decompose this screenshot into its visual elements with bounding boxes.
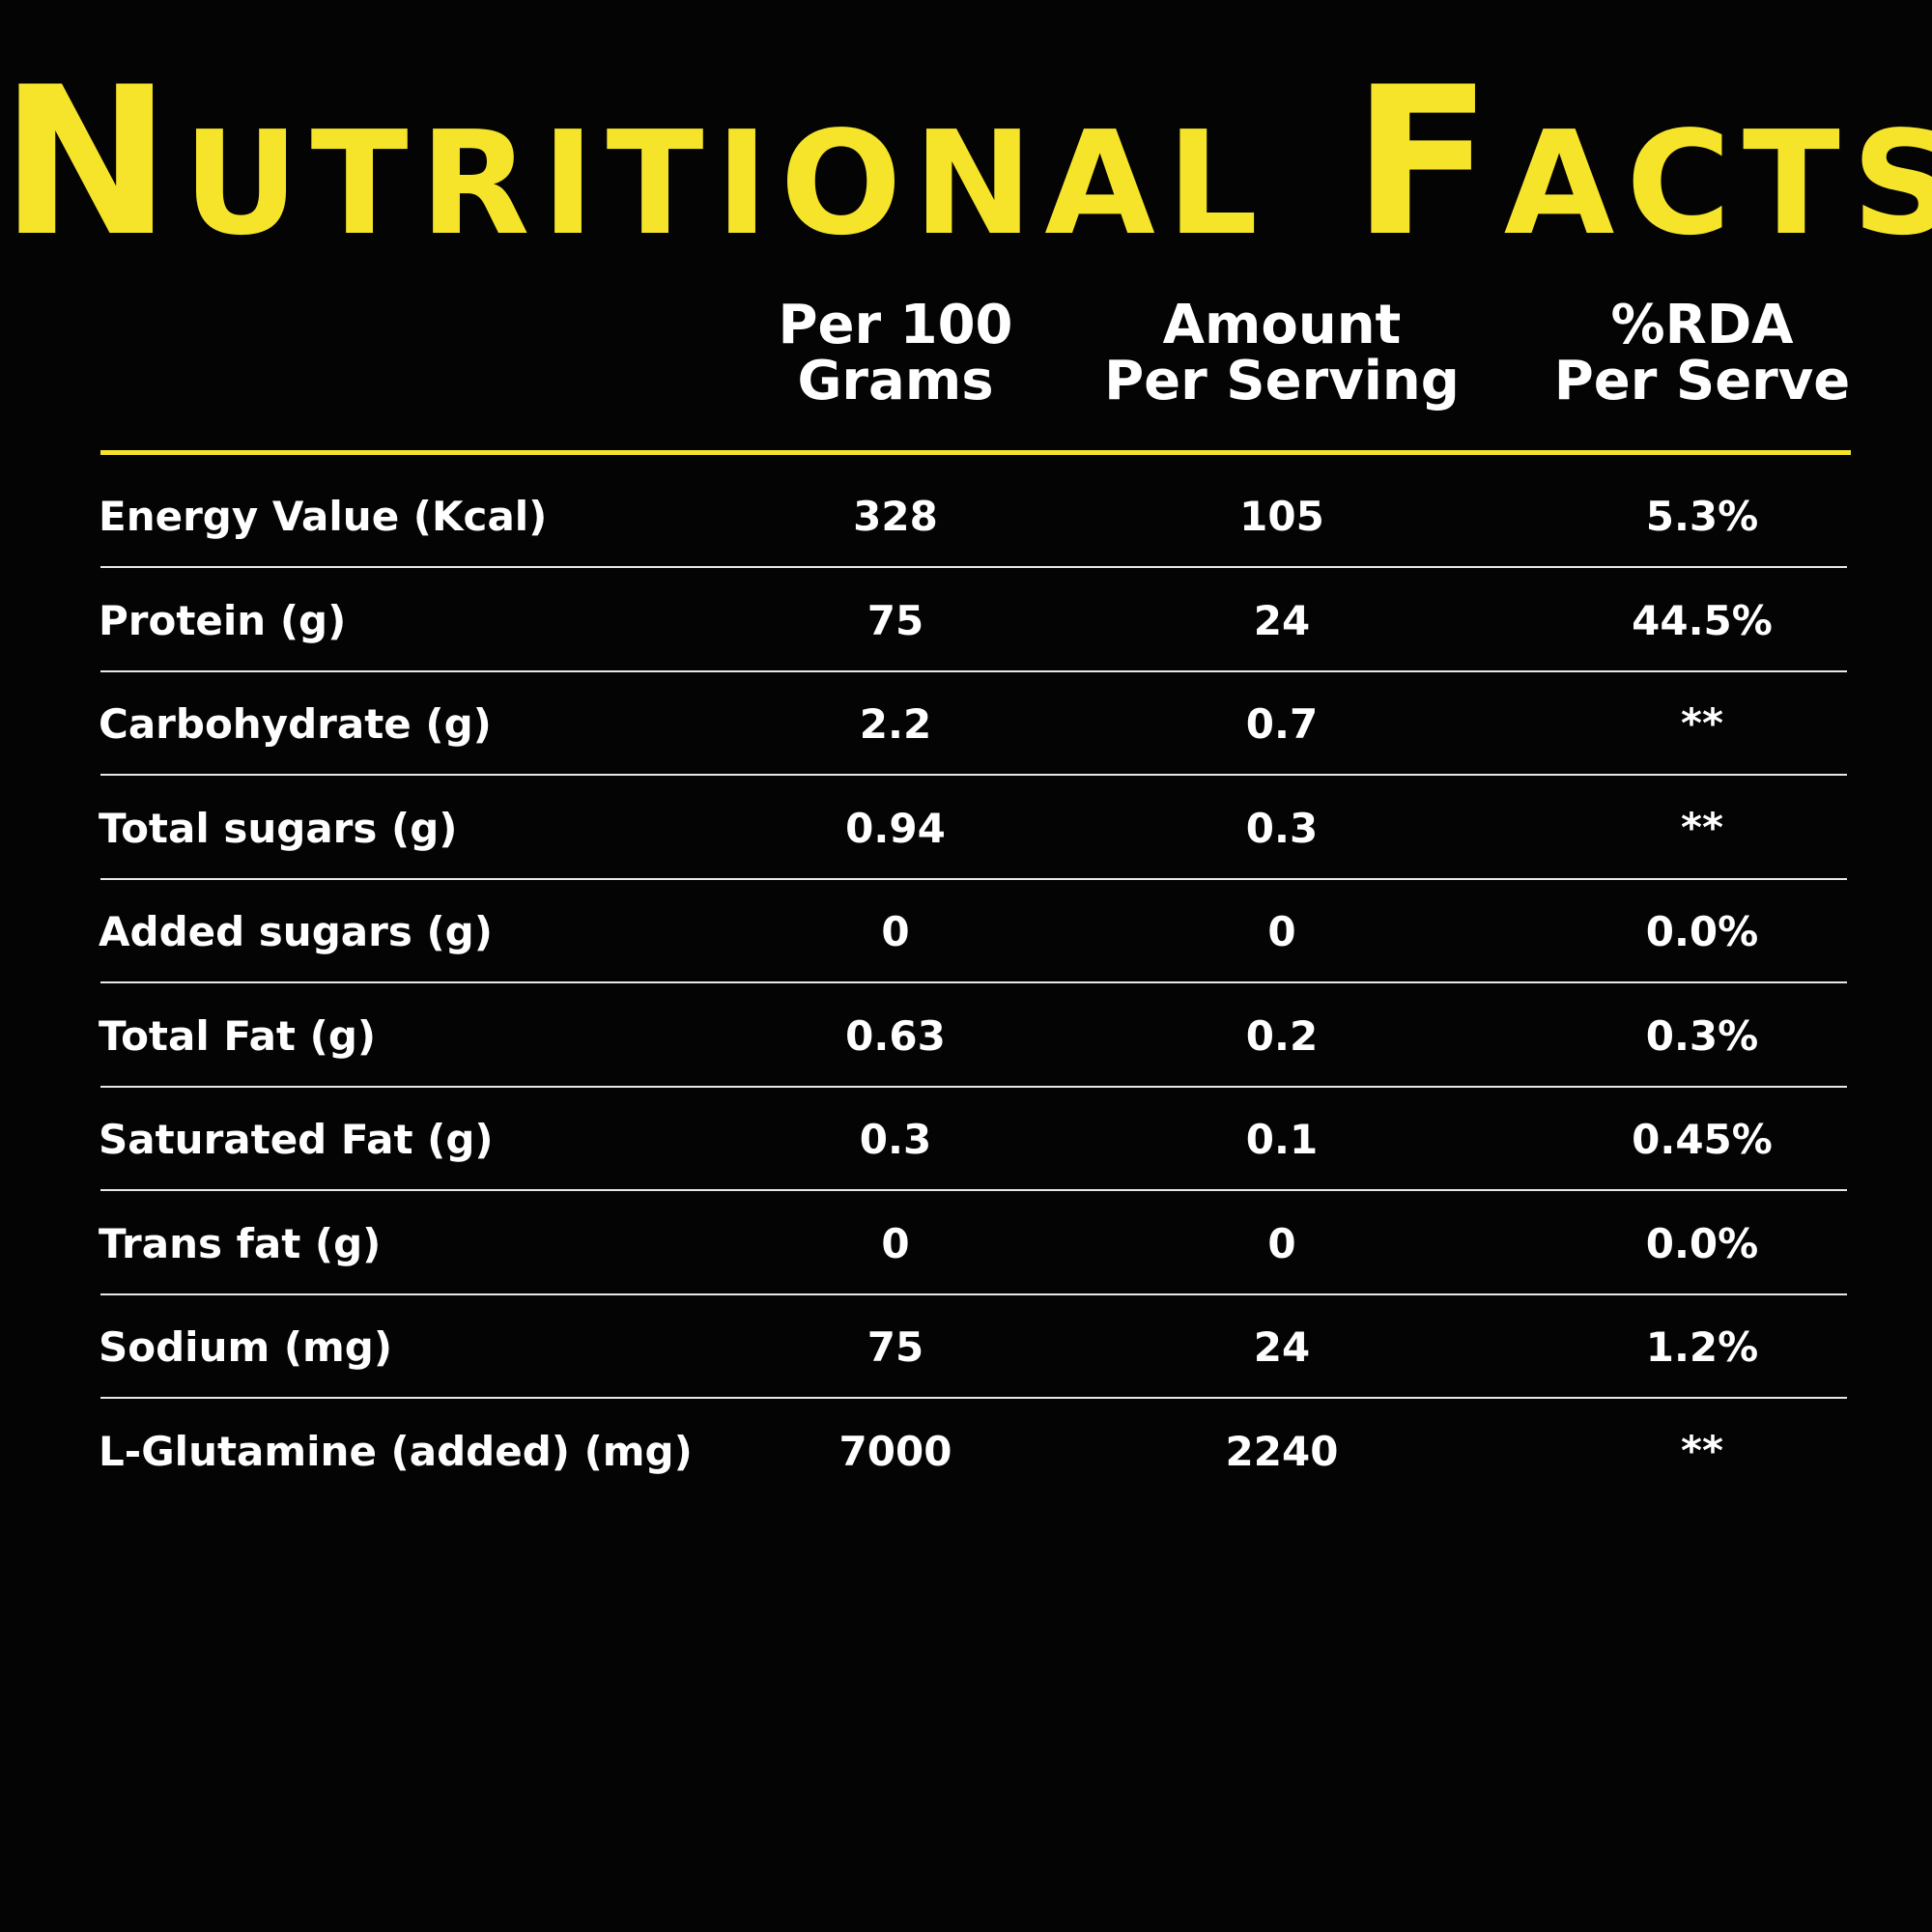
nutrient-label: Carbohydrate (g) xyxy=(99,700,492,748)
table-row: Saturated Fat (g) 0.3 0.1 0.45% xyxy=(0,1088,1932,1191)
column-header-line: %RDA xyxy=(1610,294,1794,356)
column-header-line: Amount xyxy=(1162,294,1402,356)
table-row: L-Glutamine (added) (mg) 7000 2240 ** xyxy=(0,1400,1932,1503)
table-row: Carbohydrate (g) 2.2 0.7 ** xyxy=(0,672,1932,776)
nutrient-label: L-Glutamine (added) (mg) xyxy=(99,1428,693,1475)
table-row: Trans fat (g) 0 0 0.0% xyxy=(0,1192,1932,1295)
rda-per-serve-value: ** xyxy=(1681,699,1723,747)
nutrient-label: Saturated Fat (g) xyxy=(99,1116,494,1163)
rda-per-serve-value: 0.0% xyxy=(1645,1220,1759,1267)
row-divider xyxy=(100,670,1847,672)
amount-per-serving-value: 0 xyxy=(1267,908,1296,955)
table-row: Total sugars (g) 0.94 0.3 ** xyxy=(0,777,1932,880)
per-100-grams-value: 328 xyxy=(853,493,938,540)
per-100-grams-value: 0.3 xyxy=(859,1116,932,1163)
rda-per-serve-value: 1.2% xyxy=(1645,1323,1759,1371)
nutrient-label: Total sugars (g) xyxy=(99,805,458,852)
table-row: Energy Value (Kcal) 328 105 5.3% xyxy=(0,465,1932,568)
row-divider xyxy=(100,774,1847,776)
amount-per-serving-value: 0.3 xyxy=(1245,805,1319,852)
per-100-grams-value: 0.63 xyxy=(845,1012,946,1060)
column-header-line: Per Serving xyxy=(1104,350,1460,412)
per-100-grams-value: 0.94 xyxy=(845,805,946,852)
nutrient-label: Energy Value (Kcal) xyxy=(99,493,548,540)
page-title: Nutritional Facts xyxy=(0,43,1932,281)
column-header-amount-per-serving: Amount Per Serving xyxy=(1065,298,1499,410)
rda-per-serve-value: 0.45% xyxy=(1632,1116,1773,1163)
table-row: Total Fat (g) 0.63 0.2 0.3% xyxy=(0,984,1932,1088)
amount-per-serving-value: 24 xyxy=(1253,597,1311,644)
amount-per-serving-value: 2240 xyxy=(1225,1428,1339,1475)
nutrient-label: Sodium (mg) xyxy=(99,1323,393,1371)
amount-per-serving-value: 105 xyxy=(1239,493,1324,540)
row-divider xyxy=(100,1086,1847,1088)
amount-per-serving-value: 0.2 xyxy=(1245,1012,1319,1060)
amount-per-serving-value: 24 xyxy=(1253,1323,1311,1371)
header-divider xyxy=(100,450,1851,455)
nutrient-label: Total Fat (g) xyxy=(99,1012,377,1060)
nutrient-label: Protein (g) xyxy=(99,597,347,644)
rda-per-serve-value: ** xyxy=(1681,1427,1723,1474)
per-100-grams-value: 7000 xyxy=(838,1428,952,1475)
table-row: Protein (g) 75 24 44.5% xyxy=(0,569,1932,672)
amount-per-serving-value: 0.1 xyxy=(1245,1116,1319,1163)
table-row: Added sugars (g) 0 0 0.0% xyxy=(0,880,1932,983)
per-100-grams-value: 75 xyxy=(867,1323,924,1371)
row-divider xyxy=(100,1293,1847,1295)
column-header-rda-per-serve: %RDA Per Serve xyxy=(1499,298,1905,410)
rda-per-serve-value: 0.3% xyxy=(1645,1012,1759,1060)
column-header-per-100-grams: Per 100 Grams xyxy=(726,298,1065,410)
per-100-grams-value: 0 xyxy=(881,1220,910,1267)
row-divider xyxy=(100,981,1847,983)
rda-per-serve-value: 5.3% xyxy=(1645,493,1759,540)
table-row: Sodium (mg) 75 24 1.2% xyxy=(0,1295,1932,1399)
column-header-line: Per Serve xyxy=(1553,350,1851,412)
row-divider xyxy=(100,1189,1847,1191)
rda-per-serve-value: 0.0% xyxy=(1645,908,1759,955)
per-100-grams-value: 2.2 xyxy=(859,700,932,748)
rda-per-serve-value: 44.5% xyxy=(1632,597,1773,644)
row-divider xyxy=(100,566,1847,568)
per-100-grams-value: 0 xyxy=(881,908,910,955)
amount-per-serving-value: 0.7 xyxy=(1245,700,1319,748)
column-header-line: Per 100 xyxy=(778,294,1013,356)
nutrient-label: Added sugars (g) xyxy=(99,908,493,955)
row-divider xyxy=(100,878,1847,880)
column-header-line: Grams xyxy=(797,350,994,412)
amount-per-serving-value: 0 xyxy=(1267,1220,1296,1267)
rda-per-serve-value: ** xyxy=(1681,804,1723,851)
nutrient-label: Trans fat (g) xyxy=(99,1220,382,1267)
per-100-grams-value: 75 xyxy=(867,597,924,644)
row-divider xyxy=(100,1397,1847,1399)
